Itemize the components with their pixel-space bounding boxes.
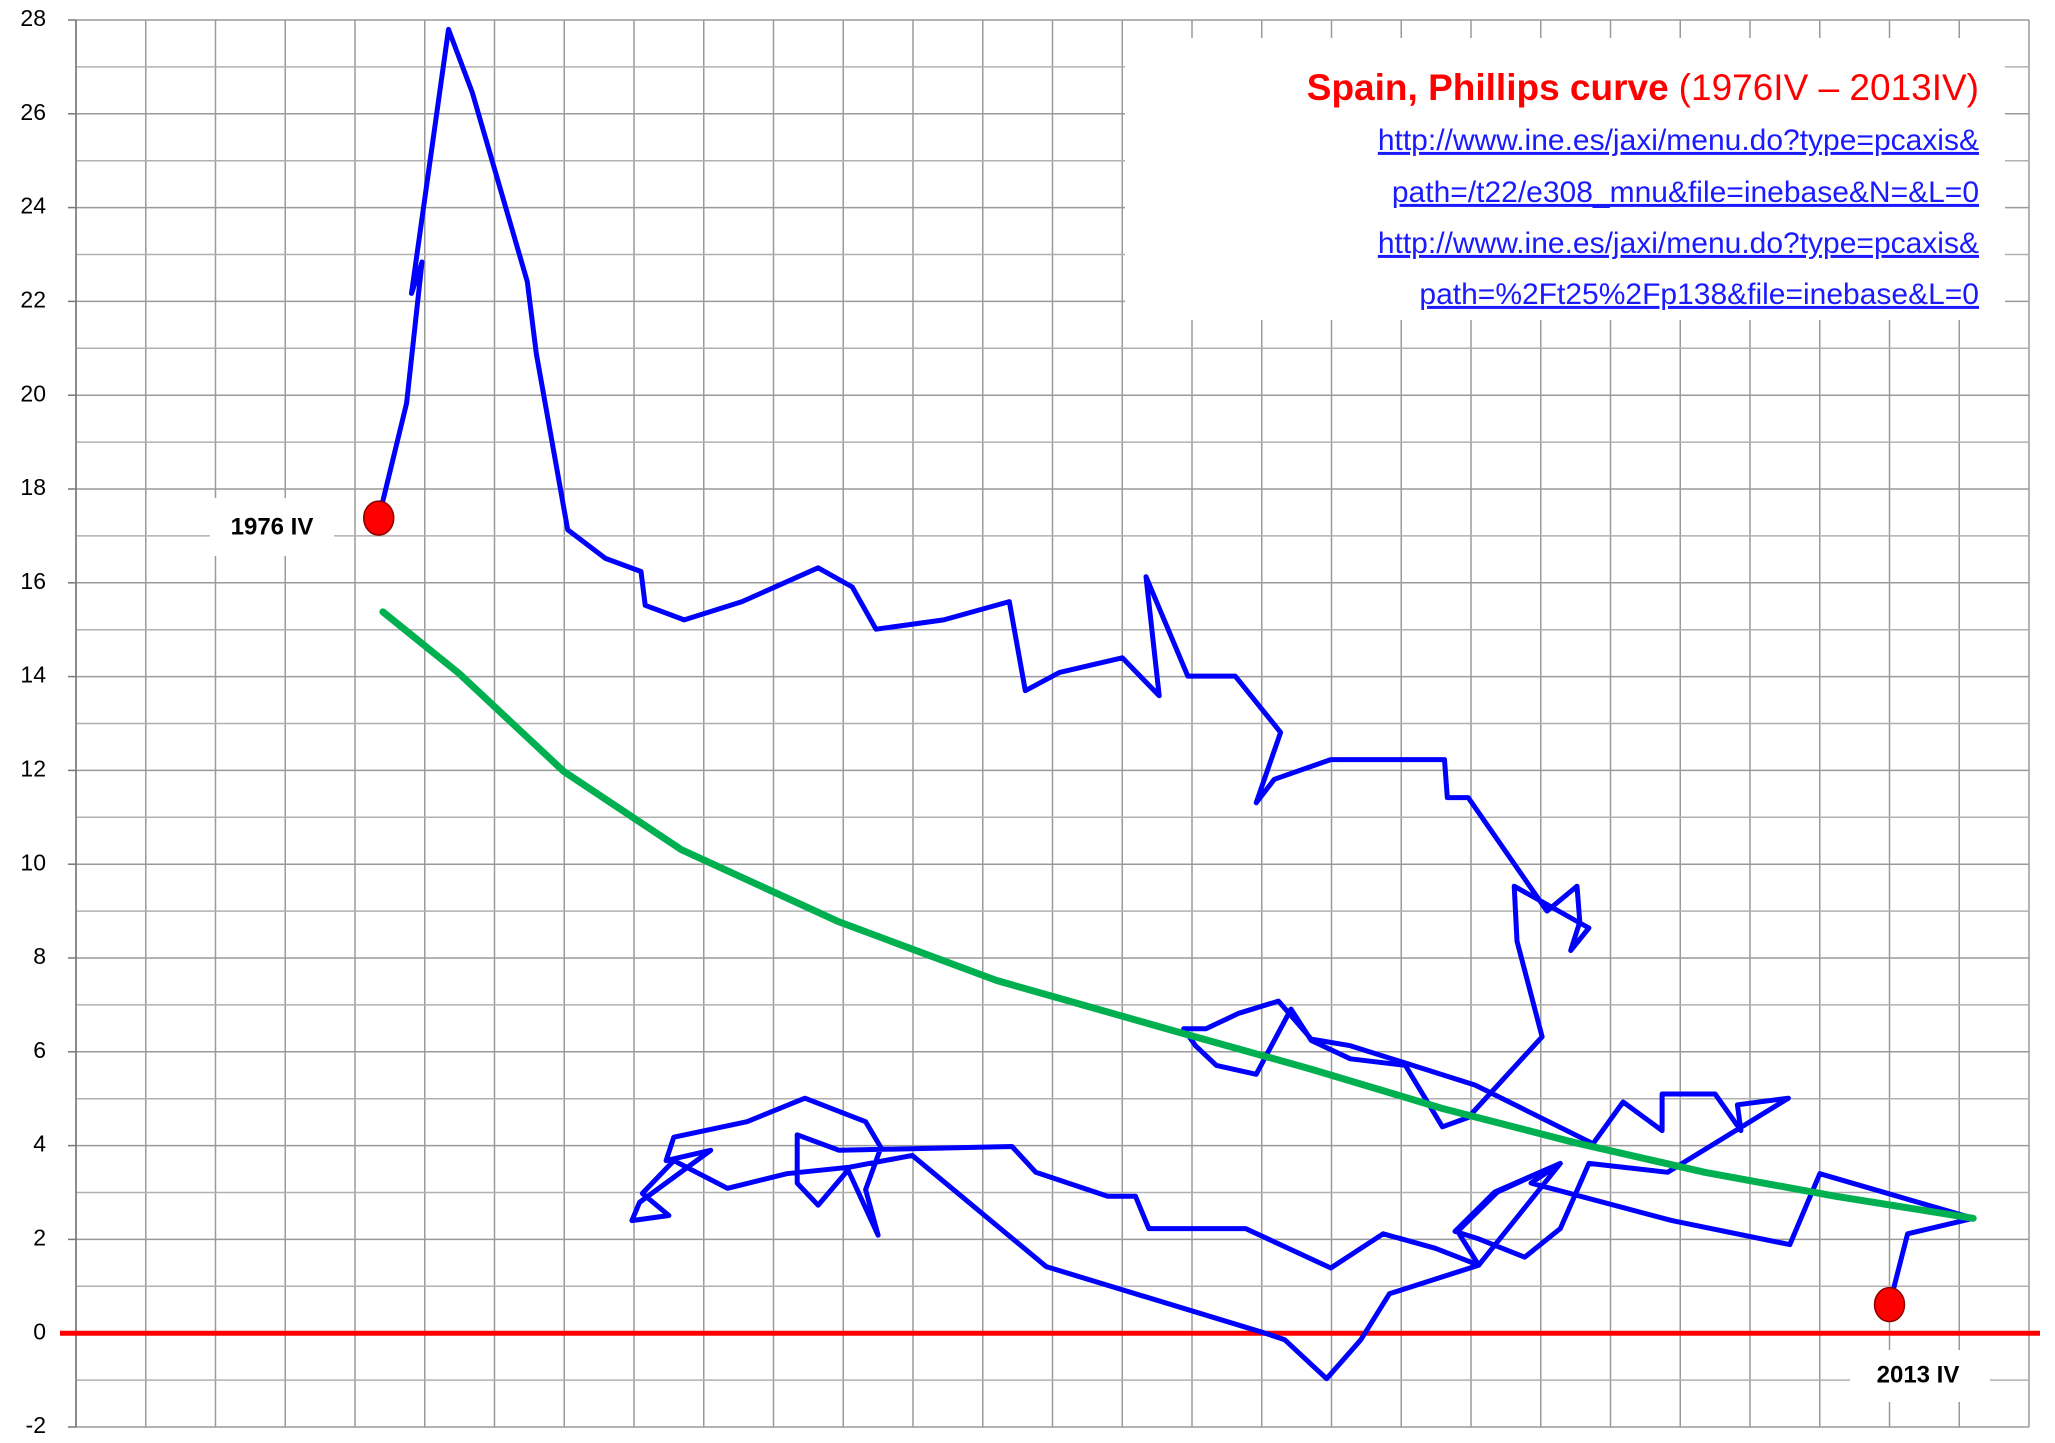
source-link[interactable]: path=/t22/e308_mnu&file=inebase&N=&L=0 bbox=[1392, 176, 1979, 209]
y-tick-label: 8 bbox=[33, 943, 46, 969]
series-line bbox=[376, 26, 1976, 1382]
y-tick-label: 24 bbox=[20, 193, 46, 219]
y-tick-label: 4 bbox=[33, 1131, 46, 1157]
y-tick-label: 18 bbox=[20, 474, 46, 500]
annotation: 1976 IV bbox=[231, 513, 314, 540]
y-tick-label: 2 bbox=[33, 1224, 46, 1250]
y-tick-label: -2 bbox=[26, 1412, 46, 1438]
title-period: (1976IV – 2013IV) bbox=[1679, 67, 1979, 108]
y-tick-label: 0 bbox=[33, 1318, 46, 1344]
annotation-box bbox=[1850, 1350, 1990, 1402]
title-box bbox=[1125, 38, 2005, 320]
source-link[interactable]: http://www.ine.es/jaxi/menu.do?type=pcax… bbox=[1378, 227, 1979, 260]
title-main: Spain, Phillips curve bbox=[1307, 67, 1669, 108]
y-tick-label: 22 bbox=[20, 286, 46, 312]
annotation-box bbox=[210, 498, 334, 556]
plot-area bbox=[60, 26, 2040, 1382]
source-link[interactable]: path=%2Ft25%2Fp138&file=inebase&L=0 bbox=[1419, 278, 1979, 311]
y-tick-label: 14 bbox=[20, 662, 46, 688]
series-line bbox=[379, 608, 1977, 1222]
y-tick-label: 6 bbox=[33, 1037, 46, 1063]
annotation: 2013 IV bbox=[1877, 1361, 1960, 1388]
y-tick-label: 12 bbox=[20, 755, 46, 781]
title: Spain, Phillips curve (1976IV – 2013IV) bbox=[1307, 67, 1979, 108]
y-tick-label: 16 bbox=[20, 568, 46, 594]
y-tick-label: 28 bbox=[20, 5, 46, 31]
source-link[interactable]: http://www.ine.es/jaxi/menu.do?type=pcax… bbox=[1378, 124, 1979, 157]
y-tick-label: 20 bbox=[20, 380, 46, 406]
y-tick-label: 10 bbox=[20, 849, 46, 875]
y-tick-label: 26 bbox=[20, 99, 46, 125]
endpoint-marker bbox=[362, 500, 395, 536]
endpoint-marker bbox=[1873, 1286, 1906, 1323]
